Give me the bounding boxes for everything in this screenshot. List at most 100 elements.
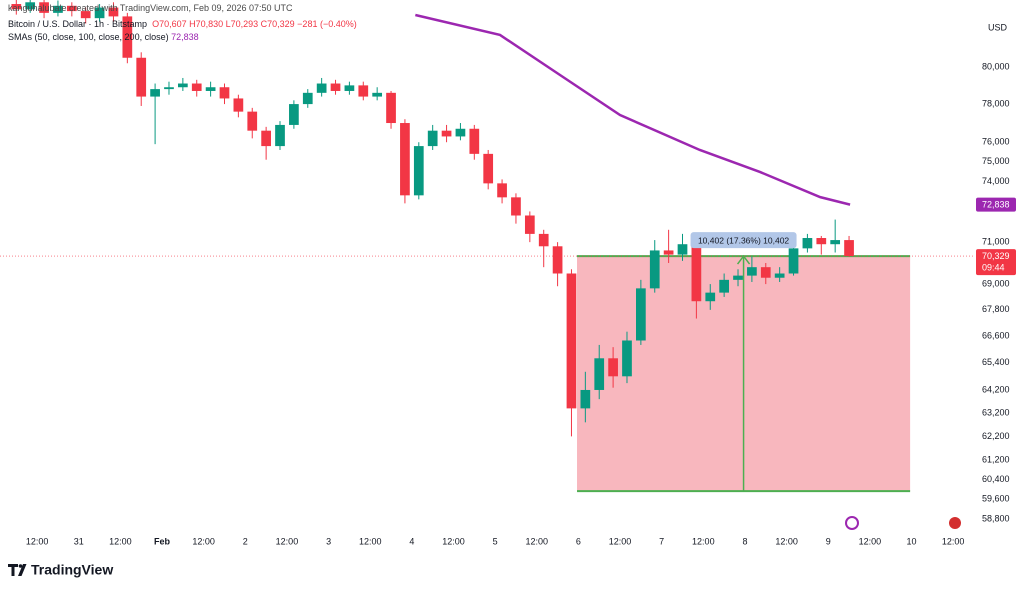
candle-body bbox=[649, 250, 660, 289]
candle-body bbox=[455, 128, 466, 137]
x-tick-label: 12:00 bbox=[359, 536, 382, 546]
candle-body bbox=[400, 123, 410, 196]
candle-body bbox=[469, 128, 480, 154]
candle-body bbox=[788, 248, 799, 274]
candle-body bbox=[358, 85, 369, 97]
measure-arrowhead bbox=[736, 254, 751, 265]
candle-body bbox=[733, 275, 743, 280]
countdown-label: 09:44 bbox=[982, 262, 1005, 272]
candle-body bbox=[802, 238, 813, 249]
candle-body bbox=[11, 4, 22, 10]
candle-body bbox=[622, 340, 632, 377]
candle-body bbox=[80, 11, 91, 19]
candle-body bbox=[316, 83, 327, 93]
candle-body bbox=[677, 244, 688, 255]
y-tick-label: 76,000 bbox=[982, 137, 1010, 147]
candle-body bbox=[136, 57, 147, 97]
brand: TradingView bbox=[31, 562, 113, 578]
sma-line bbox=[415, 13, 851, 206]
indicator-line: SMAs (50, close, 100, close, 200, close)… bbox=[8, 32, 199, 42]
x-tick-label: 12:00 bbox=[609, 536, 632, 546]
indicator-value: 72,838 bbox=[171, 32, 199, 42]
candle-body bbox=[691, 244, 702, 302]
x-tick-label: 5 bbox=[493, 536, 498, 546]
candle-body bbox=[39, 2, 49, 13]
sma-tag bbox=[976, 197, 1016, 212]
y-tick-label: 64,200 bbox=[982, 384, 1010, 394]
x-tick-label: 31 bbox=[74, 536, 84, 546]
plot-area: 10,402 (17.36%) 10,402 bbox=[0, 0, 975, 493]
candle-body bbox=[53, 5, 63, 13]
candle-body bbox=[191, 83, 202, 91]
candle-body bbox=[177, 83, 188, 88]
x-tick-label: 10 bbox=[906, 536, 916, 546]
currency-label: USD bbox=[988, 22, 1008, 32]
x-tick-label: Feb bbox=[154, 536, 171, 546]
y-tick-label: 66,600 bbox=[982, 330, 1010, 340]
candle-body bbox=[774, 273, 785, 278]
candle-body bbox=[205, 87, 216, 91]
candle-body bbox=[830, 240, 841, 245]
candle-body bbox=[150, 89, 160, 97]
sma-tag-label: 72,838 bbox=[982, 199, 1010, 209]
x-tick-label: 12:00 bbox=[276, 536, 299, 546]
x-tick-label: 4 bbox=[409, 536, 414, 546]
logo-mark bbox=[8, 564, 27, 576]
y-tick-label: 67,800 bbox=[982, 304, 1010, 314]
candle-body bbox=[747, 267, 757, 276]
measure-label: 10,402 (17.36%) 10,402 bbox=[698, 235, 789, 245]
event-icon[interactable] bbox=[845, 516, 859, 530]
y-tick-label: 62,200 bbox=[982, 431, 1010, 441]
last-price-tag bbox=[976, 249, 1016, 276]
candle-body bbox=[219, 87, 230, 99]
last-price-label: 70,329 bbox=[982, 251, 1010, 261]
y-tick-label: 71,000 bbox=[982, 237, 1010, 247]
candle-body bbox=[636, 288, 646, 341]
candle-body bbox=[330, 83, 341, 91]
candle-body bbox=[344, 85, 355, 91]
candle-body bbox=[705, 292, 716, 302]
x-tick-label: 3 bbox=[326, 536, 331, 546]
candle-body bbox=[302, 92, 313, 105]
candle-body bbox=[552, 246, 563, 274]
candle-body bbox=[441, 130, 452, 137]
y-tick-label: 80,000 bbox=[982, 61, 1010, 71]
candle-body bbox=[719, 279, 729, 293]
x-tick-label: 2 bbox=[243, 536, 248, 546]
x-tick-label: 12:00 bbox=[442, 536, 465, 546]
y-tick-label: 74,000 bbox=[982, 176, 1010, 186]
candle-body bbox=[511, 197, 521, 216]
candle-body bbox=[233, 98, 244, 112]
flag-icon[interactable] bbox=[949, 517, 961, 529]
y-tick-label: 58,800 bbox=[982, 513, 1010, 523]
candle-body bbox=[760, 267, 771, 278]
y-tick-label: 59,600 bbox=[982, 494, 1010, 504]
y-tick-label: 63,200 bbox=[982, 407, 1010, 417]
x-tick-label: 12:00 bbox=[26, 536, 49, 546]
candle-body bbox=[427, 130, 438, 147]
candle-body bbox=[25, 2, 36, 10]
y-tick-label: 60,400 bbox=[982, 474, 1010, 484]
candle-body bbox=[538, 233, 549, 247]
candle-body bbox=[247, 111, 258, 131]
x-tick-label: 12:00 bbox=[942, 536, 965, 546]
y-tick-label: 65,400 bbox=[982, 357, 1010, 367]
x-tick-label: 12:00 bbox=[775, 536, 798, 546]
candle-body bbox=[372, 92, 383, 97]
x-tick-label: 8 bbox=[742, 536, 747, 546]
credit: kanguhalubale created with TradingView.c… bbox=[8, 3, 293, 13]
measure-label-box bbox=[690, 232, 797, 249]
candle-body bbox=[594, 358, 605, 390]
x-tick-label: 7 bbox=[659, 536, 664, 546]
axes: 58,800 59,600 60,400 61,200 62,200 63,200 64,2… bbox=[26, 61, 1016, 546]
logo-dot bbox=[18, 564, 23, 568]
candle-body bbox=[483, 153, 494, 184]
x-tick-label: 12:00 bbox=[192, 536, 215, 546]
x-tick-label: 6 bbox=[576, 536, 581, 546]
candle-body bbox=[94, 7, 105, 19]
candle-body bbox=[386, 92, 396, 124]
candle-body bbox=[66, 5, 77, 12]
candle-body bbox=[108, 7, 119, 17]
